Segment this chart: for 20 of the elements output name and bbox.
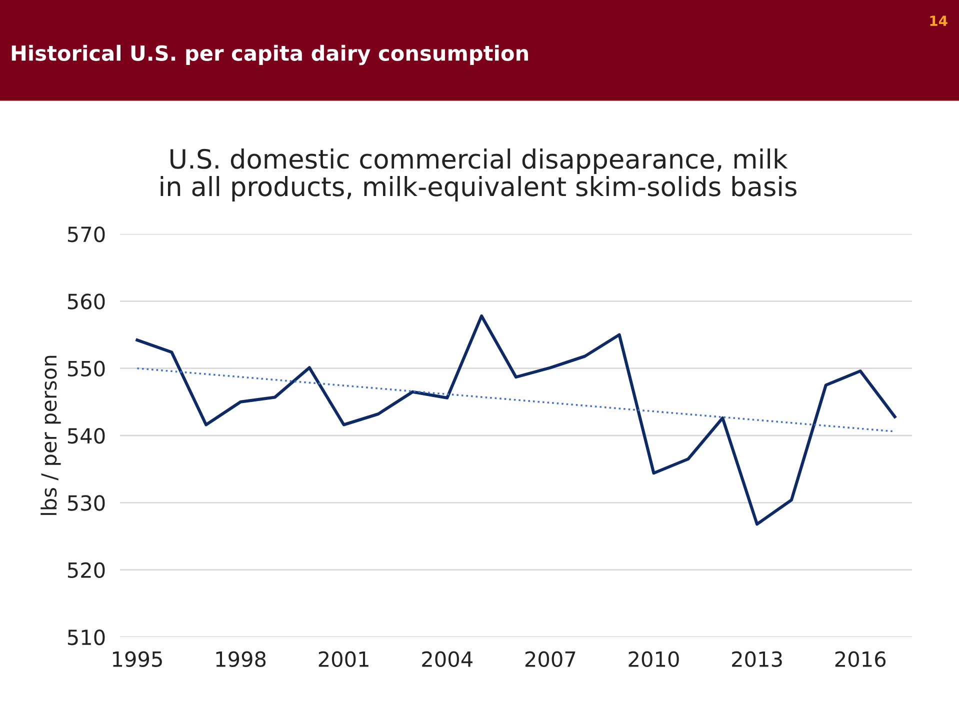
y-tick-label: 540	[68, 428, 105, 444]
x-tick-label: 1998	[216, 651, 266, 668]
y-tick-label: 530	[68, 495, 105, 511]
chart-subtitle: U.S. domestic commercial disappearance, milk in all products, milk-equivalent skim-solids basis	[160, 148, 796, 202]
x-tick-label: 1995	[112, 651, 162, 668]
y-tick-label: 560	[68, 294, 105, 310]
x-tick-label: 2001	[318, 651, 368, 668]
x-tick-label: 2010	[628, 651, 679, 668]
x-tick-label: 2007	[525, 651, 576, 668]
line-series	[136, 314, 896, 526]
y-axis-title: lbs / per person	[40, 356, 61, 515]
y-tick-label: 510	[68, 629, 105, 646]
x-tick-label: 2004	[422, 651, 472, 668]
y-tick-label: 550	[68, 360, 105, 377]
text: 14	[930, 16, 948, 26]
x-tick-label: 2016	[835, 651, 886, 668]
y-tick-label: 570	[68, 226, 105, 242]
y-tick-label: 520	[68, 562, 105, 578]
chart-title: Historical U.S. per capita dairy consumption	[12, 44, 528, 66]
x-tick-label: 2013	[732, 651, 782, 668]
